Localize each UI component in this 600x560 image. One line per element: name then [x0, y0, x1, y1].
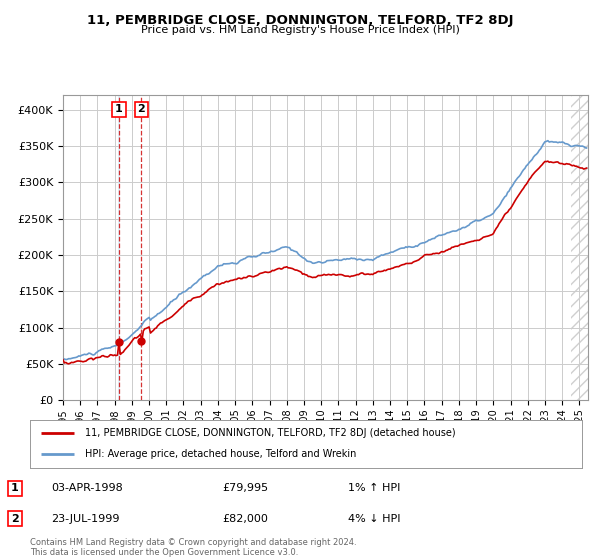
Text: 1: 1 — [11, 483, 19, 493]
Text: 1: 1 — [115, 104, 123, 114]
Text: 2: 2 — [11, 514, 19, 524]
Text: 23-JUL-1999: 23-JUL-1999 — [51, 514, 119, 524]
Bar — [118, 95, 121, 400]
Text: 11, PEMBRIDGE CLOSE, DONNINGTON, TELFORD, TF2 8DJ (detached house): 11, PEMBRIDGE CLOSE, DONNINGTON, TELFORD… — [85, 428, 456, 438]
Text: HPI: Average price, detached house, Telford and Wrekin: HPI: Average price, detached house, Telf… — [85, 449, 356, 459]
Bar — [571, 95, 588, 400]
Text: 11, PEMBRIDGE CLOSE, DONNINGTON, TELFORD, TF2 8DJ: 11, PEMBRIDGE CLOSE, DONNINGTON, TELFORD… — [87, 14, 513, 27]
Text: 4% ↓ HPI: 4% ↓ HPI — [348, 514, 401, 524]
Text: 03-APR-1998: 03-APR-1998 — [51, 483, 123, 493]
Text: £82,000: £82,000 — [222, 514, 268, 524]
Text: 1% ↑ HPI: 1% ↑ HPI — [348, 483, 400, 493]
Text: Contains HM Land Registry data © Crown copyright and database right 2024.
This d: Contains HM Land Registry data © Crown c… — [30, 538, 356, 557]
Text: Price paid vs. HM Land Registry's House Price Index (HPI): Price paid vs. HM Land Registry's House … — [140, 25, 460, 35]
Text: 2: 2 — [137, 104, 145, 114]
Text: £79,995: £79,995 — [222, 483, 268, 493]
